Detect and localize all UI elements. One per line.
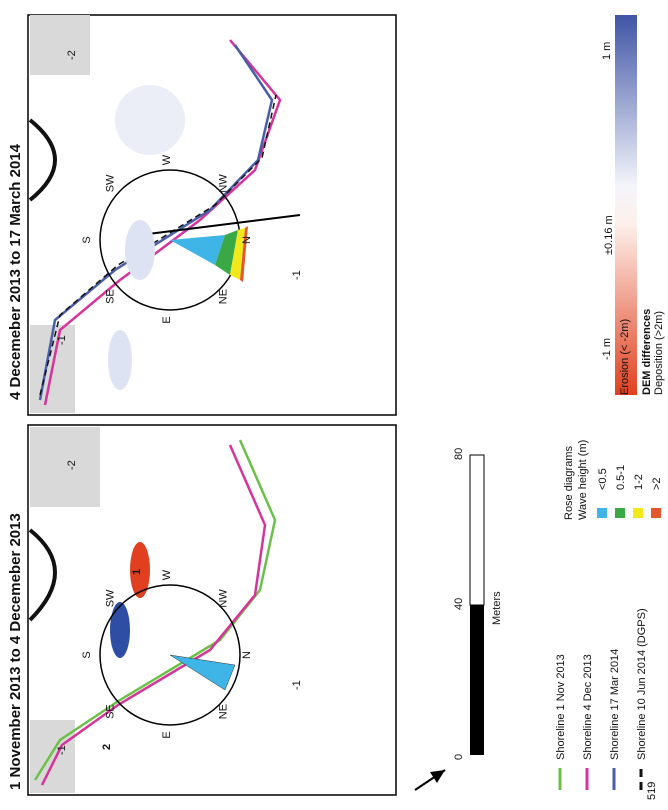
annotation: 2 — [101, 744, 113, 750]
contour-label: -1 — [56, 335, 68, 345]
legend-label: Shoreline 4 Dec 2013 — [582, 654, 594, 760]
scale-unit: Meters — [491, 591, 503, 625]
panel-title: 4 Decemeber 2013 to 17 March 2014 — [7, 143, 24, 400]
legend-swatch — [597, 508, 607, 518]
legend-swatch — [615, 508, 625, 518]
legend-label: 0.5-1 — [615, 465, 627, 490]
colorbar-top: Deposition (>2m) — [653, 311, 665, 395]
compass-label: NE — [218, 704, 230, 719]
legend-label: Shoreline 1 Nov 2013 — [555, 654, 567, 760]
legend-label: >2 — [651, 477, 663, 490]
compass-label: S — [81, 651, 93, 658]
compass-label: E — [161, 731, 173, 738]
panel-2-map — [28, 15, 396, 415]
compass-label: NW — [218, 589, 230, 608]
legend-swatch — [633, 508, 643, 518]
scale-tick: 80 — [453, 448, 465, 460]
legend-label: Shoreline 17 Mar 2014 — [609, 649, 621, 760]
compass-label: N — [241, 236, 253, 244]
legend-swatch — [651, 508, 661, 518]
colorbar-label: -1 m — [601, 338, 613, 360]
compass-label: W — [161, 154, 173, 165]
contour-label: -2 — [66, 460, 78, 470]
compass-label: NE — [218, 289, 230, 304]
legend-title: Rose diagrams — [563, 446, 575, 520]
scale-bar — [470, 455, 484, 605]
legend-label: <0.5 — [597, 468, 609, 490]
compass-label: NW — [218, 174, 230, 193]
legend-subtitle: Wave height (m) — [577, 440, 589, 520]
figure: 519 1 November 2013 to 4 Decemeber 2013 4 … — [0, 0, 668, 805]
panel-1-map — [28, 425, 396, 795]
colorbar-title: DEM differences — [641, 309, 653, 395]
compass-label: S — [81, 236, 93, 243]
scale-tick: 0 — [453, 754, 465, 760]
compass-label: E — [161, 316, 173, 323]
legend-label: Shoreline 10 Jun 2014 (DGPS) — [636, 608, 648, 760]
contour-label: -1 — [291, 680, 303, 690]
compass-label: SW — [104, 589, 116, 607]
compass-label: W — [161, 569, 173, 580]
compass-label: SE — [104, 289, 116, 304]
colorbar-bottom: Erosion (< -2m) — [619, 319, 631, 395]
page: {"page_number":"519", "panels":[ {"title… — [0, 0, 668, 805]
compass-label: N — [241, 651, 253, 659]
contour-label: -1 — [291, 270, 303, 280]
page-number: 519 — [646, 782, 658, 800]
north-arrow — [415, 770, 445, 790]
contour-label: -1 — [56, 745, 68, 755]
compass-label: SE — [104, 704, 116, 719]
scale-tick: 40 — [453, 598, 465, 610]
colorbar-label: ±0.16 m — [603, 215, 615, 255]
scale-bar — [470, 605, 484, 755]
colorbar-label: 1 m — [601, 42, 613, 60]
contour-label: -2 — [66, 50, 78, 60]
annotation: 1 — [131, 569, 143, 575]
panel-title: 1 November 2013 to 4 Decemeber 2013 — [7, 513, 24, 790]
legend-label: 1-2 — [633, 474, 645, 490]
compass-label: SW — [104, 174, 116, 192]
